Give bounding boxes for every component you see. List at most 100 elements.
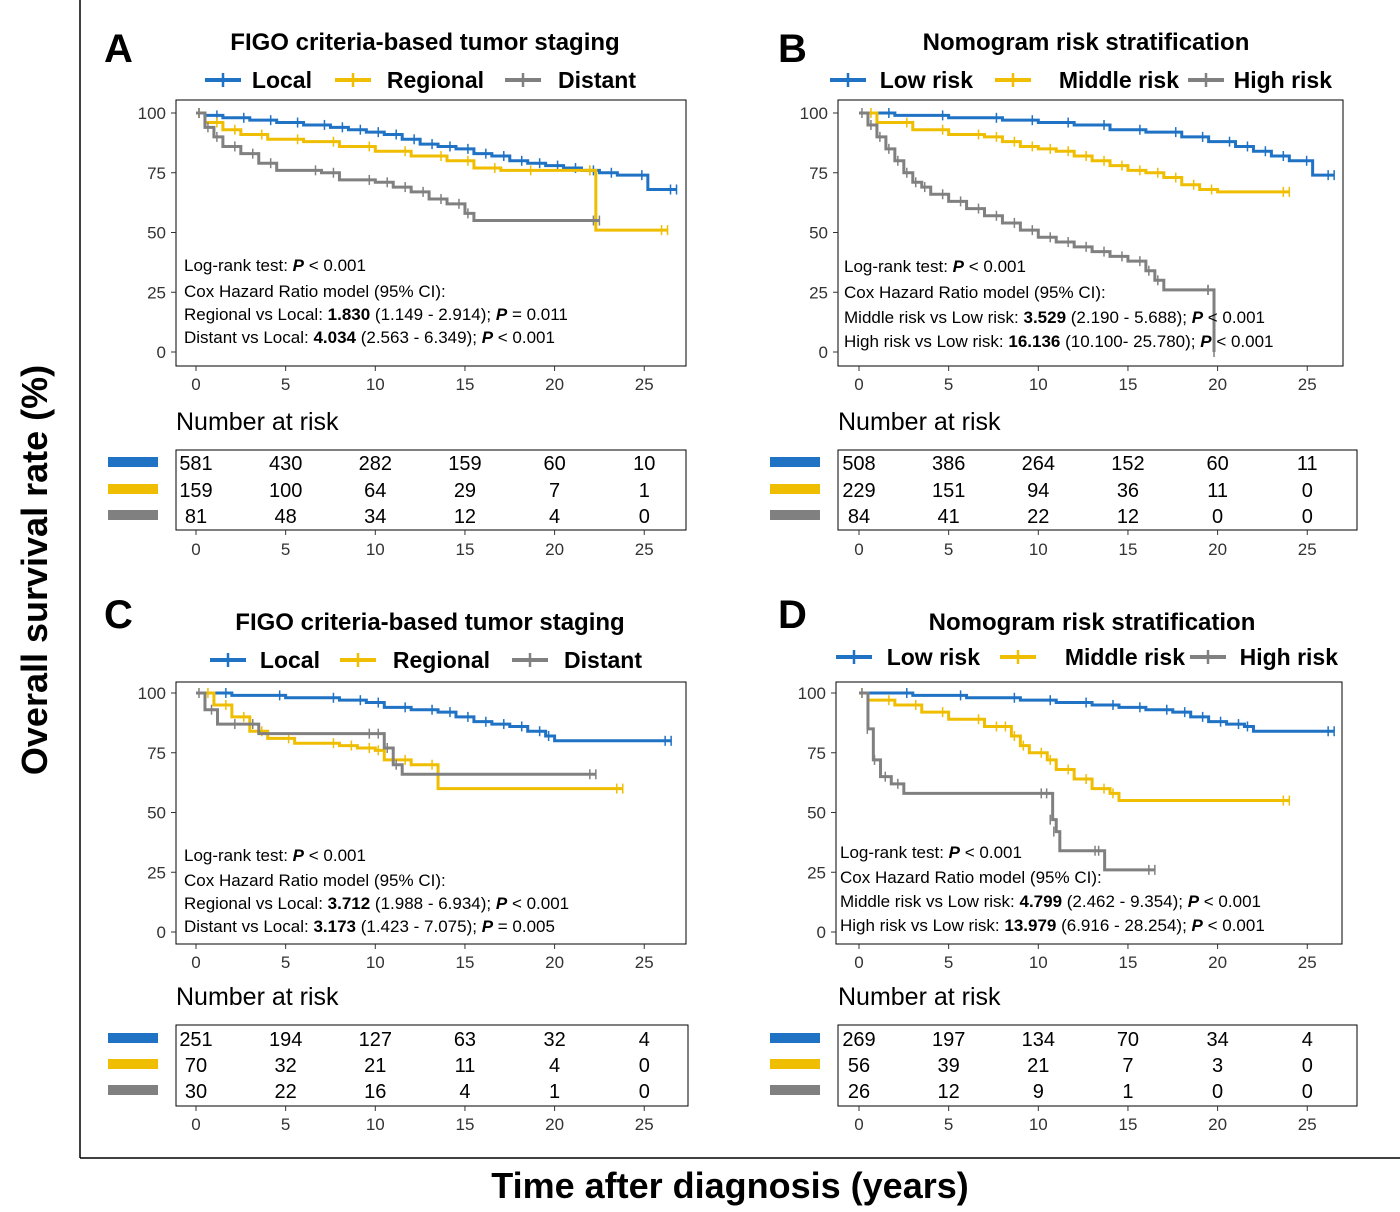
x-tick-label: 20 bbox=[1208, 375, 1227, 394]
km-curve-middle-risk bbox=[859, 691, 1290, 803]
risk-count: 11 bbox=[1207, 480, 1228, 502]
x-tick-label: 10 bbox=[1029, 953, 1048, 972]
risk-x-tick-label: 15 bbox=[1118, 540, 1137, 559]
x-tick-label: 0 bbox=[854, 953, 863, 972]
risk-row-swatch bbox=[108, 457, 158, 467]
risk-count: 60 bbox=[543, 453, 565, 475]
risk-count: 10 bbox=[633, 453, 655, 475]
risk-table-box bbox=[837, 1024, 1358, 1107]
stats-line: Middle risk vs Low risk: 4.799 (2.462 - … bbox=[840, 892, 1261, 911]
x-tick-label: 25 bbox=[635, 375, 654, 394]
legend-item: Low risk bbox=[836, 644, 980, 670]
risk-count: 41 bbox=[938, 506, 960, 528]
risk-count: 197 bbox=[932, 1029, 965, 1051]
stats-segment: P bbox=[293, 256, 305, 275]
risk-count: 0 bbox=[1302, 1081, 1313, 1103]
risk-count: 0 bbox=[1212, 506, 1223, 528]
stats-segment: P bbox=[1200, 332, 1212, 351]
y-tick-label: 25 bbox=[147, 283, 166, 302]
stats-segment: P bbox=[1188, 892, 1200, 911]
risk-count: 32 bbox=[275, 1055, 297, 1077]
risk-table-title: Number at risk bbox=[838, 408, 1001, 436]
legend-item: High risk bbox=[1188, 67, 1332, 93]
y-tick-label: 0 bbox=[157, 343, 166, 362]
risk-count: 94 bbox=[1027, 480, 1049, 502]
panel-letter: B bbox=[778, 27, 807, 71]
panel-d: D Nomogram risk stratification Low risk Mid… bbox=[770, 593, 1358, 1134]
legend-item: Middle risk bbox=[995, 67, 1179, 93]
risk-count: 269 bbox=[842, 1029, 875, 1051]
stats-segment: < 0.001 bbox=[1212, 332, 1274, 351]
y-tick-label: 50 bbox=[809, 224, 828, 243]
legend-label: Local bbox=[252, 67, 312, 93]
stats-segment: P bbox=[496, 305, 508, 324]
risk-x-tick-label: 25 bbox=[635, 1115, 654, 1134]
risk-count: 32 bbox=[543, 1029, 565, 1051]
risk-count: 11 bbox=[455, 1055, 476, 1077]
risk-x-tick-label: 15 bbox=[455, 540, 474, 559]
risk-count: 39 bbox=[938, 1055, 960, 1077]
risk-x-tick-label: 0 bbox=[191, 1115, 200, 1134]
stats-line: Log-rank test: P < 0.001 bbox=[844, 257, 1026, 276]
risk-x-tick-label: 25 bbox=[1298, 540, 1317, 559]
risk-x-tick-label: 20 bbox=[1208, 540, 1227, 559]
y-tick-label: 0 bbox=[157, 923, 166, 942]
risk-count: 282 bbox=[359, 453, 392, 475]
panel-letter: A bbox=[104, 27, 133, 71]
stats-annotation: Log-rank test: P < 0.001 Cox Hazard Ratio… bbox=[840, 843, 1265, 935]
panel-title: FIGO criteria-based tumor staging bbox=[235, 609, 624, 636]
stats-segment: < 0.001 bbox=[493, 328, 555, 347]
stats-segment: Log-rank test: bbox=[844, 257, 953, 276]
panel-letter: D bbox=[778, 593, 807, 637]
stats-segment: (1.149 - 2.914); bbox=[370, 305, 496, 324]
stats-segment: (2.563 - 6.349); bbox=[356, 328, 482, 347]
y-tick-label: 100 bbox=[138, 104, 166, 123]
km-curve-high-risk bbox=[859, 691, 1155, 872]
risk-x-tick-label: 10 bbox=[1029, 1115, 1048, 1134]
stats-line: Log-rank test: P < 0.001 bbox=[840, 843, 1022, 862]
legend-item: Middle risk bbox=[1000, 644, 1185, 670]
risk-count: 152 bbox=[1111, 453, 1144, 475]
stats-segment: High risk vs Low risk: bbox=[844, 332, 1008, 351]
y-tick-label: 50 bbox=[147, 224, 166, 243]
risk-count: 1 bbox=[639, 480, 650, 502]
risk-count: 12 bbox=[1117, 506, 1139, 528]
x-tick-label: 15 bbox=[455, 953, 474, 972]
x-tick-label: 15 bbox=[1118, 375, 1137, 394]
risk-count: 9 bbox=[1033, 1081, 1044, 1103]
risk-x-tick-label: 20 bbox=[1208, 1115, 1227, 1134]
legend-label: Distant bbox=[558, 67, 636, 93]
stats-segment: < 0.001 bbox=[1203, 916, 1265, 935]
stats-line: Cox Hazard Ratio model (95% CI): bbox=[840, 868, 1102, 887]
risk-count: 21 bbox=[1027, 1055, 1049, 1077]
risk-count: 22 bbox=[275, 1081, 297, 1103]
stats-segment: 16.136 bbox=[1008, 332, 1060, 351]
stats-line: Regional vs Local: 1.830 (1.149 - 2.914)… bbox=[184, 305, 568, 324]
risk-count: 0 bbox=[639, 506, 650, 528]
legend-label: Distant bbox=[564, 647, 642, 673]
stats-segment: (1.988 - 6.934); bbox=[370, 894, 496, 913]
legend-item: Distant bbox=[505, 67, 636, 93]
y-tick-label: 100 bbox=[138, 684, 166, 703]
x-tick-label: 20 bbox=[1208, 953, 1227, 972]
risk-count: 100 bbox=[269, 480, 302, 502]
stats-segment: Cox Hazard Ratio model (95% CI): bbox=[184, 282, 446, 301]
risk-x-tick-label: 20 bbox=[545, 540, 564, 559]
km-curve-distant bbox=[196, 111, 600, 223]
stats-segment: P bbox=[482, 917, 494, 936]
risk-count: 430 bbox=[269, 453, 302, 475]
risk-count: 151 bbox=[932, 480, 965, 502]
risk-count: 12 bbox=[938, 1081, 960, 1103]
risk-count: 1 bbox=[549, 1081, 560, 1103]
risk-count: 21 bbox=[364, 1055, 386, 1077]
stats-line: Cox Hazard Ratio model (95% CI): bbox=[184, 282, 446, 301]
risk-count: 0 bbox=[1302, 1055, 1313, 1077]
stats-segment: 4.034 bbox=[313, 328, 356, 347]
legend-item: Distant bbox=[512, 647, 642, 673]
x-axis-title: Time after diagnosis (years) bbox=[491, 1165, 969, 1206]
y-tick-label: 100 bbox=[798, 684, 826, 703]
km-curve-local bbox=[196, 691, 672, 743]
x-tick-label: 20 bbox=[545, 953, 564, 972]
y-tick-label: 75 bbox=[147, 744, 166, 763]
risk-count: 48 bbox=[275, 506, 297, 528]
